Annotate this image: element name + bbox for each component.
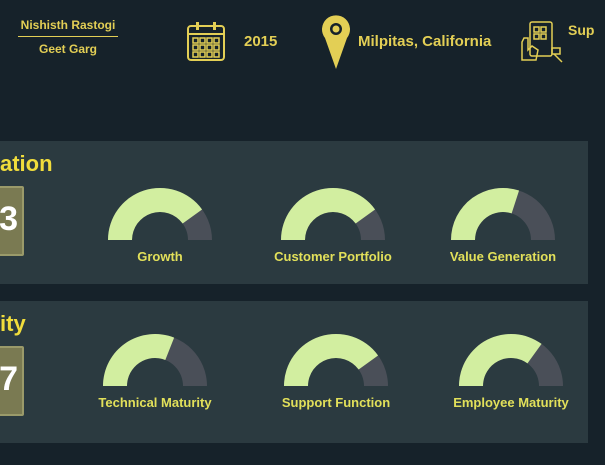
gauge-label: Support Function: [281, 395, 391, 410]
location-text: Milpitas, California: [358, 33, 492, 50]
touch-screen-icon: [521, 21, 563, 63]
header-cut-text: Sup: [568, 22, 595, 38]
gauge-label: Value Generation: [449, 249, 557, 264]
section-card: ity 7 Technical Maturity Support Functio…: [0, 301, 588, 443]
section-title: ity: [0, 311, 26, 336]
section-title: ation: [0, 151, 53, 176]
gauge-fill: [103, 333, 175, 386]
gauge-label: Employee Maturity: [453, 395, 569, 410]
gauge: Customer Portfolio: [268, 185, 398, 264]
author-secondary[interactable]: Geet Garg: [38, 42, 98, 56]
gauge-chart: [103, 333, 207, 386]
author-primary[interactable]: Nishisth Rastogi: [18, 18, 118, 37]
gauge-chart: [284, 334, 388, 386]
gauge-chart: [281, 188, 385, 240]
author-block: Nishisth Rastogi Geet Garg: [18, 18, 118, 56]
score-badge: 3: [0, 186, 24, 256]
header-bar: Nishisth Rastogi Geet Garg 2015 Milpitas…: [0, 0, 605, 80]
gauge-fill: [281, 188, 376, 240]
gauge-chart: [108, 188, 212, 240]
gauge: Support Function: [271, 331, 401, 410]
score-badge: 7: [0, 346, 24, 416]
gauge: Employee Maturity: [446, 331, 576, 410]
section-card: ation 3 Growth Customer Portfolio Value …: [0, 141, 588, 284]
location-pin-icon: [322, 15, 350, 70]
gauge: Growth: [95, 185, 225, 264]
gauge-label: Growth: [137, 249, 183, 264]
gauge-label: Customer Portfolio: [274, 249, 392, 264]
gauge-fill: [284, 334, 379, 386]
calendar-icon: [187, 22, 225, 61]
gauge-fill: [459, 334, 542, 386]
gauge: Value Generation: [438, 185, 568, 264]
gauge-fill: [451, 188, 520, 240]
year-text: 2015: [244, 33, 278, 50]
gauge: Technical Maturity: [90, 331, 220, 410]
gauge-fill: [108, 188, 203, 240]
score-value: 3: [0, 200, 18, 238]
score-value: 7: [0, 360, 18, 398]
gauge-chart: [459, 334, 563, 386]
gauge-chart: [451, 188, 555, 240]
gauge-label: Technical Maturity: [98, 395, 212, 410]
